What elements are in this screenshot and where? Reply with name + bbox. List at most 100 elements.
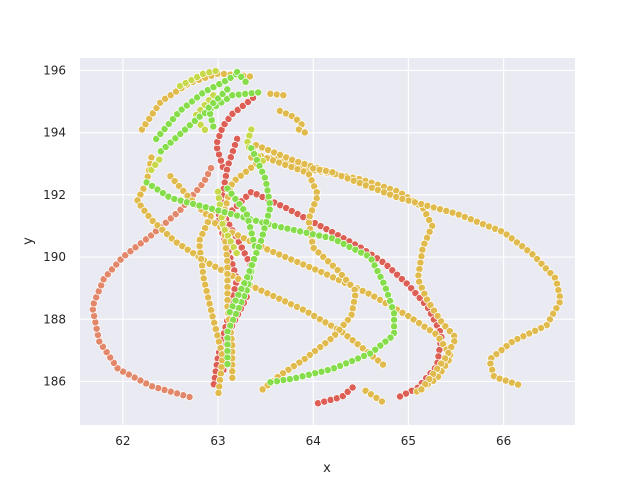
x-tick-label: 66 [496,434,511,448]
scatter-point [348,336,357,345]
scatter-point [241,77,250,86]
scatter-point [209,99,218,107]
scatter-point [228,109,237,118]
scatter-point [237,72,246,81]
scatter-point [205,68,214,77]
scatter-point [315,231,324,240]
scatter-point [507,234,516,243]
scatter-point [502,342,511,351]
scatter-point [513,238,521,247]
scatter-point [289,362,298,371]
scatter-point [416,258,425,267]
scatter-point [158,225,167,234]
scatter-point [296,227,305,236]
scatter-point [147,231,156,240]
scatter-point [223,360,232,369]
scatter-point [235,200,244,209]
scatter-point [279,91,288,100]
scatter-point [152,134,161,143]
scatter-point [415,319,424,328]
scatter-point [193,186,202,194]
scatter-point [415,265,424,274]
scatter-point [409,315,418,324]
scatter-point [169,115,177,124]
scatter-point [402,279,411,288]
x-tick-label: 63 [210,434,225,448]
scatter-point [112,260,121,269]
scatter-point [223,184,232,193]
scatter-point [148,109,157,118]
scatter-points [88,67,564,408]
scatter-point [279,376,288,385]
scatter-point [190,116,199,125]
scatter-point [147,166,156,174]
scatter-point [223,165,231,174]
scatter-point [244,98,252,106]
scatter-point [216,369,225,378]
scatter-point [441,322,450,331]
scatter-point [533,255,541,263]
scatter-point [393,270,402,279]
scatter-point [324,257,333,266]
scatter-point [185,121,194,130]
scatter-point [309,164,318,173]
scatter-point [433,364,442,373]
scatter-point [285,375,294,384]
scatter-point [228,373,237,382]
scatter-point [492,350,501,359]
scatter-point [411,289,420,298]
scatter-point [417,385,426,394]
scatter-point [214,94,222,103]
scatter-point [223,289,232,298]
scatter-point [353,340,362,349]
scatter-point [226,73,235,82]
scatter-point [222,94,231,103]
scatter-point [181,125,190,134]
scatter-point [223,296,232,305]
scatter-point [305,351,314,359]
scatter-point [193,93,202,102]
scatter-point [223,340,232,349]
scatter-point [195,242,204,251]
scatter-point [238,101,247,110]
scatter-point [309,244,318,253]
scatter-point [223,263,232,272]
scatter-point [376,341,385,350]
scatter-point [319,252,328,261]
scatter-point [241,167,250,176]
scatter-point [371,345,380,354]
scatter-point [153,185,162,194]
scatter-point [109,358,118,367]
scatter-point [197,255,206,264]
scatter-point [171,134,180,143]
scatter-point [160,125,169,133]
scatter-point [497,346,506,355]
scatter-point [272,90,281,99]
scatter-point [348,304,357,313]
scatter-point [155,155,164,164]
scatter-point [358,344,367,353]
scatter-point [131,243,140,252]
scatter-point [232,249,241,258]
scatter-point [161,218,170,227]
scatter-point [223,257,232,266]
scatter-point [221,172,230,181]
scatter-point [93,331,102,339]
scatter-point [136,201,145,210]
scatter-point [200,125,209,134]
x-tick-label: 65 [401,434,416,448]
scatter-point [223,334,232,343]
scatter-point [338,392,347,401]
scatter-point [272,377,281,386]
scatter-point [258,385,267,394]
scatter-point [351,291,360,300]
scatter-point [147,153,156,162]
scatter-point [348,383,357,392]
scatter-point [228,91,237,100]
scatter-point [333,266,342,275]
scatter-point [528,250,537,259]
scatter-point [166,91,175,100]
scatter-point [208,312,217,321]
scatter-point [148,216,157,225]
scatter-point [322,166,330,175]
